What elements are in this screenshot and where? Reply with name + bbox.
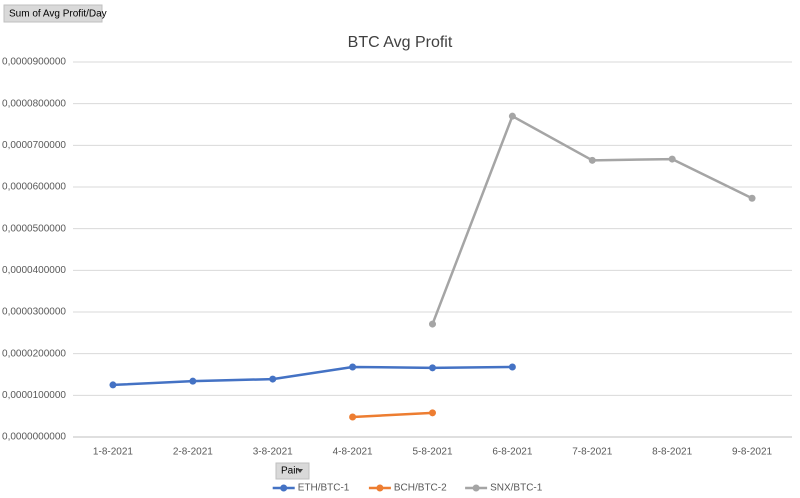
- legend-label: SNX/BTC-1: [490, 483, 543, 494]
- point: [429, 364, 436, 372]
- x-tick-label: 5-8-2021: [412, 447, 452, 458]
- series-line: [352, 411, 433, 419]
- x-tick-label: 9-8-2021: [732, 447, 772, 458]
- y-tick-label: 0,0000800000: [2, 98, 66, 109]
- point: [189, 377, 197, 385]
- y-tick-label: 0,0000500000: [2, 223, 66, 234]
- y-tick-label: 0,0000200000: [2, 348, 66, 359]
- legend-field-button[interactable]: [275, 462, 310, 480]
- point: [429, 320, 436, 328]
- y-tick-label: 0,0000600000: [2, 182, 66, 193]
- x-tick-label: 7-8-2021: [572, 447, 612, 458]
- point: [508, 112, 516, 120]
- chart-title: BTC Avg Profit: [348, 34, 453, 51]
- x-tick-label: 3-8-2021: [253, 447, 293, 458]
- x-tick-label: 2-8-2021: [173, 447, 213, 458]
- x-tick-label: 8-8-2021: [652, 447, 692, 458]
- point: [588, 156, 596, 164]
- point: [109, 381, 117, 389]
- point: [748, 194, 756, 202]
- y-tick-label: 0,0000100000: [2, 390, 66, 401]
- y-tick-label: 0,0000400000: [2, 265, 66, 276]
- y-tick-label: 0,0000900000: [2, 57, 66, 68]
- point: [668, 155, 676, 163]
- series-line: [431, 114, 753, 325]
- point: [269, 375, 277, 383]
- values-field-label: Sum of Avg Profit/Day: [9, 9, 107, 20]
- legend-marker: [376, 484, 384, 492]
- legend-field-label: Pair: [281, 466, 299, 477]
- point: [349, 413, 357, 421]
- y-tick-label: 0,0000000000: [2, 432, 66, 443]
- y-tick-label: 0,0000300000: [2, 307, 66, 318]
- legend-label: BCH/BTC-2: [394, 483, 447, 494]
- x-tick-label: 1-8-2021: [93, 447, 133, 458]
- point: [349, 363, 357, 371]
- point: [508, 363, 516, 371]
- legend-marker: [472, 484, 480, 492]
- x-tick-label: 6-8-2021: [492, 447, 532, 458]
- x-tick-label: 4-8-2021: [333, 447, 373, 458]
- legend-label: ETH/BTC-1: [298, 483, 350, 494]
- point: [429, 409, 436, 417]
- y-tick-label: 0,0000700000: [2, 140, 66, 151]
- dropdown-arrow[interactable]: [297, 469, 303, 473]
- series-line: [112, 365, 513, 387]
- values-field-button[interactable]: [3, 4, 103, 23]
- legend-marker: [280, 484, 288, 492]
